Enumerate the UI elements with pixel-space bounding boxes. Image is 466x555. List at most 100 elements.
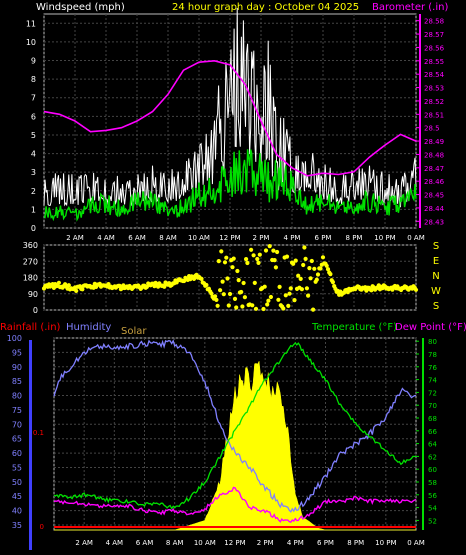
humidity-scale-bar bbox=[29, 340, 32, 550]
barometer-tick-label: 28.49 bbox=[424, 138, 444, 146]
wind-dir-point bbox=[268, 294, 273, 300]
x-tick-label: 10 AM bbox=[188, 234, 210, 242]
wind-dir-point bbox=[227, 291, 233, 297]
wind-dir-point bbox=[299, 287, 304, 292]
x-tick-label: 8 AM bbox=[166, 539, 184, 547]
x-tick-label: 2 AM bbox=[75, 539, 93, 547]
wind-dir-point bbox=[369, 288, 374, 293]
windspeed-tick-label: 1 bbox=[31, 205, 36, 214]
temp-tick-label: 52 bbox=[428, 517, 437, 525]
wind-dir-point bbox=[286, 303, 291, 308]
humidity-tick-label: 95 bbox=[12, 348, 22, 357]
humidity-tick-label: 40 bbox=[12, 507, 22, 516]
humidity-tick-label: 35 bbox=[12, 521, 22, 530]
wind-dir-point bbox=[222, 260, 228, 265]
windspeed-tick-label: 8 bbox=[31, 75, 36, 84]
x-tick-label: 2 PM bbox=[253, 234, 270, 242]
wind-dir-point bbox=[250, 303, 255, 308]
humidity-tick-label: 80 bbox=[12, 392, 22, 401]
barometer-tick-label: 28.56 bbox=[424, 44, 445, 52]
humidity-tick-label: 65 bbox=[12, 435, 22, 444]
barometer-tick-label: 28.43 bbox=[424, 218, 444, 226]
rain-tick-label: 0.1 bbox=[33, 429, 44, 437]
temp-tick-label: 62 bbox=[428, 453, 437, 461]
wind-dir-point bbox=[74, 288, 79, 293]
barometer-tick-label: 28.45 bbox=[424, 192, 444, 200]
wind-dir-point bbox=[220, 279, 225, 284]
wind-dir-point bbox=[215, 303, 220, 308]
wind-dir-point bbox=[235, 268, 240, 274]
barometer-tick-label: 28.54 bbox=[424, 71, 445, 79]
wind-dir-point bbox=[281, 306, 286, 311]
temp-tick-label: 56 bbox=[428, 492, 437, 500]
x-tick-label: 4 PM bbox=[284, 234, 301, 242]
barometer-axis-label: Barometer (.in) bbox=[372, 2, 448, 13]
x-tick-label: 6 PM bbox=[315, 234, 332, 242]
wind-dir-point bbox=[224, 255, 229, 260]
humidity-tick-label: 55 bbox=[12, 463, 22, 472]
temperature-axis-label: Temperature (°F) bbox=[311, 322, 397, 333]
wind-dir-point bbox=[221, 292, 226, 297]
wind-dir-point bbox=[218, 288, 223, 293]
wind-dir-point bbox=[311, 307, 316, 312]
x-tick-label: 2 AM bbox=[66, 234, 84, 242]
x-tick-label: 0 AM bbox=[407, 539, 425, 547]
windspeed-tick-label: 0 bbox=[31, 224, 36, 233]
windspeed-tick-label: 2 bbox=[31, 187, 36, 196]
graph-title: 24 hour graph day : October 04 2025 bbox=[172, 2, 359, 13]
wind-dir-point bbox=[293, 258, 298, 263]
compass-label: W bbox=[431, 286, 441, 297]
x-tick-label: 6 PM bbox=[317, 539, 334, 547]
barometer-tick-label: 28.58 bbox=[424, 18, 444, 26]
temp-tick-label: 64 bbox=[428, 441, 437, 449]
wind-dir-point bbox=[306, 293, 311, 298]
wind-dir-point bbox=[284, 254, 290, 259]
wind-dir-point bbox=[239, 289, 244, 295]
wind-dir-point bbox=[298, 276, 303, 281]
x-tick-label: 10 AM bbox=[194, 539, 216, 547]
wind-dir-point bbox=[328, 272, 333, 277]
wind-dir-point bbox=[296, 273, 301, 278]
barometer-tick-label: 28.47 bbox=[424, 165, 444, 173]
wind-dir-point bbox=[262, 284, 267, 289]
wind-dir-point bbox=[234, 305, 239, 310]
barometer-tick-label: 28.51 bbox=[424, 111, 444, 119]
wind-dir-point bbox=[241, 280, 246, 286]
x-tick-label: 12 PM bbox=[224, 539, 245, 547]
wind-dir-point bbox=[263, 248, 269, 253]
wind-dir-point bbox=[232, 296, 238, 301]
wind-dir-point bbox=[315, 272, 321, 277]
wind-dir-point bbox=[292, 298, 297, 303]
temp-tick-label: 74 bbox=[428, 377, 437, 385]
wind-dir-point bbox=[214, 297, 219, 302]
x-tick-label: 10 PM bbox=[375, 539, 396, 547]
wind-dir-point bbox=[283, 293, 288, 298]
wind-barometer-panel: Windspeed (mph) 24 hour graph day : Octo… bbox=[26, 2, 449, 242]
humidity-tick-label: 75 bbox=[12, 406, 22, 415]
x-tick-label: 4 AM bbox=[106, 539, 124, 547]
wind-dir-point bbox=[56, 280, 62, 285]
wind-dir-point bbox=[199, 276, 204, 281]
direction-tick-label: 270 bbox=[23, 257, 38, 266]
windspeed-tick-label: 5 bbox=[31, 131, 36, 140]
barometer-tick-label: 28.44 bbox=[424, 205, 445, 213]
temp-tick-label: 66 bbox=[428, 428, 437, 436]
wind-dir-point bbox=[273, 265, 278, 270]
x-tick-label: 6 AM bbox=[128, 234, 146, 242]
windspeed-tick-label: 6 bbox=[31, 112, 36, 121]
x-tick-label: 8 AM bbox=[159, 234, 177, 242]
temp-tick-label: 80 bbox=[428, 338, 437, 346]
x-tick-label: 4 AM bbox=[97, 234, 115, 242]
humidity-tick-label: 100 bbox=[7, 334, 22, 343]
wind-dir-point bbox=[277, 284, 282, 289]
wind-dir-point bbox=[267, 244, 272, 249]
wind-dir-point bbox=[213, 294, 218, 299]
humidity-tick-label: 90 bbox=[12, 363, 22, 372]
wind-dir-point bbox=[324, 263, 329, 268]
wind-dir-point bbox=[291, 261, 296, 266]
wind-dir-point bbox=[288, 286, 293, 291]
wind-dir-point bbox=[301, 262, 306, 268]
barometer-tick-label: 28.46 bbox=[424, 178, 445, 186]
wind-dir-point bbox=[245, 260, 250, 266]
wind-dir-point bbox=[216, 259, 221, 264]
